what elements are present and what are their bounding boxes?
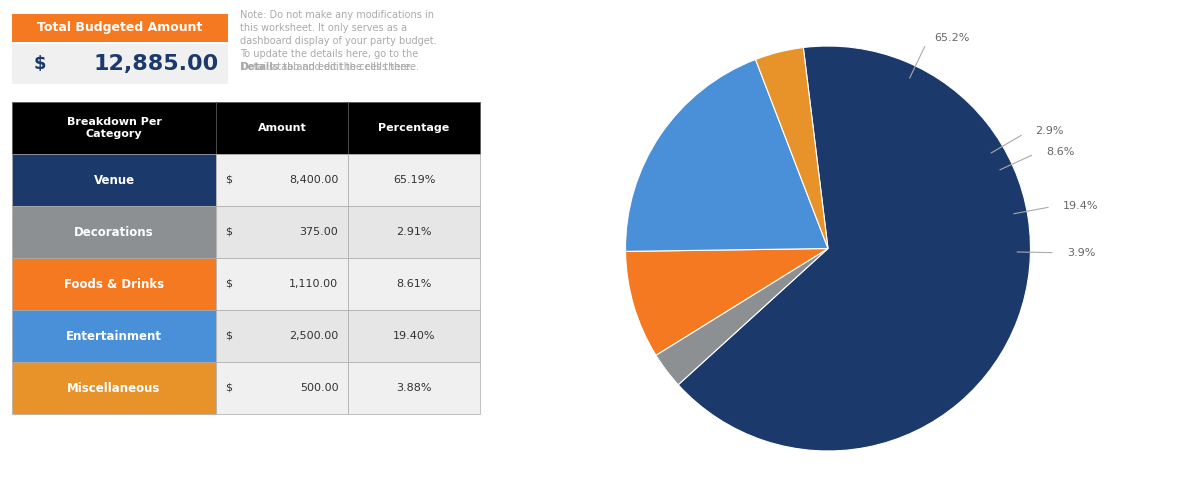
Text: 2.91%: 2.91% xyxy=(396,227,432,237)
Bar xyxy=(348,206,480,258)
Text: $: $ xyxy=(226,383,233,393)
Text: 19.4%: 19.4% xyxy=(1063,201,1098,211)
Bar xyxy=(216,206,348,258)
Wedge shape xyxy=(625,248,828,355)
Text: 375.00: 375.00 xyxy=(300,227,338,237)
Text: $: $ xyxy=(226,279,233,289)
Text: 8.61%: 8.61% xyxy=(396,279,432,289)
Text: 3.9%: 3.9% xyxy=(1067,248,1096,258)
Text: $: $ xyxy=(34,55,46,73)
Text: 3.88%: 3.88% xyxy=(396,383,432,393)
Text: Details tab and edit the cells there.: Details tab and edit the cells there. xyxy=(240,62,413,72)
Text: Venue: Venue xyxy=(94,173,134,186)
Text: Foods & Drinks: Foods & Drinks xyxy=(64,277,164,291)
Bar xyxy=(12,14,228,42)
Bar xyxy=(348,154,480,206)
Bar xyxy=(216,258,348,310)
Bar xyxy=(12,310,216,362)
Wedge shape xyxy=(656,248,828,385)
Text: 65.2%: 65.2% xyxy=(935,33,970,44)
Bar xyxy=(12,154,216,206)
Text: 12,885.00: 12,885.00 xyxy=(94,54,218,74)
Text: dashboard display of your party budget.: dashboard display of your party budget. xyxy=(240,36,437,46)
Text: Details: Details xyxy=(240,62,278,72)
Text: 1,110.00: 1,110.00 xyxy=(289,279,338,289)
Text: Miscellaneous: Miscellaneous xyxy=(67,382,161,395)
Bar xyxy=(348,310,480,362)
Text: 65.19%: 65.19% xyxy=(392,175,436,185)
Bar xyxy=(12,206,216,258)
Wedge shape xyxy=(678,46,1031,451)
Bar xyxy=(216,102,348,154)
Text: Breakdown Per
Category: Breakdown Per Category xyxy=(66,117,162,139)
Text: 500.00: 500.00 xyxy=(300,383,338,393)
Bar xyxy=(216,154,348,206)
Text: Percentage: Percentage xyxy=(378,123,450,133)
Text: 19.40%: 19.40% xyxy=(392,331,436,341)
Text: Decorations: Decorations xyxy=(74,226,154,239)
Text: Amount: Amount xyxy=(258,123,306,133)
Text: $: $ xyxy=(226,175,233,185)
Bar xyxy=(12,258,216,310)
Text: $: $ xyxy=(226,331,233,341)
Text: this worksheet. It only serves as a: this worksheet. It only serves as a xyxy=(240,23,407,33)
Text: 2.9%: 2.9% xyxy=(1036,126,1063,136)
Text: tab and edit the cells there.: tab and edit the cells there. xyxy=(280,62,419,72)
Text: Entertainment: Entertainment xyxy=(66,330,162,342)
Bar xyxy=(348,258,480,310)
Text: 2,500.00: 2,500.00 xyxy=(289,331,338,341)
Bar xyxy=(216,362,348,414)
Bar xyxy=(348,102,480,154)
Text: $: $ xyxy=(226,227,233,237)
Text: To update the details here, go to the: To update the details here, go to the xyxy=(240,49,419,59)
Bar xyxy=(12,44,228,84)
Wedge shape xyxy=(756,48,828,248)
Bar xyxy=(348,362,480,414)
Text: 8.6%: 8.6% xyxy=(1046,147,1074,157)
Bar xyxy=(12,102,216,154)
Text: Note: Do not make any modifications in: Note: Do not make any modifications in xyxy=(240,10,434,20)
Bar xyxy=(12,362,216,414)
Text: Total Budgeted Amount: Total Budgeted Amount xyxy=(37,21,203,34)
Bar xyxy=(216,310,348,362)
Wedge shape xyxy=(625,60,828,251)
Text: 8,400.00: 8,400.00 xyxy=(289,175,338,185)
